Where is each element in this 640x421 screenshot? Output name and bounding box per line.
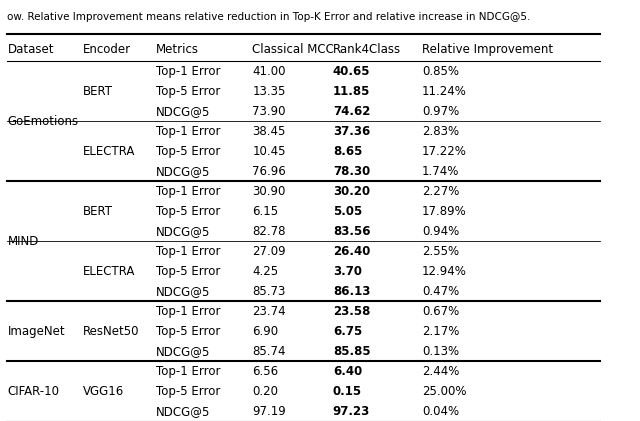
Text: 0.47%: 0.47% — [422, 285, 459, 298]
Text: 1.74%: 1.74% — [422, 165, 459, 178]
Text: Encoder: Encoder — [83, 43, 131, 56]
Text: Classical MCC: Classical MCC — [252, 43, 334, 56]
Text: Top-5 Error: Top-5 Error — [156, 265, 220, 278]
Text: 0.97%: 0.97% — [422, 105, 459, 117]
Text: 2.17%: 2.17% — [422, 325, 459, 338]
Text: Relative Improvement: Relative Improvement — [422, 43, 553, 56]
Text: ELECTRA: ELECTRA — [83, 265, 136, 278]
Text: Top-5 Error: Top-5 Error — [156, 205, 220, 218]
Text: 6.56: 6.56 — [252, 365, 278, 378]
Text: 2.83%: 2.83% — [422, 125, 459, 138]
Text: Top-1 Error: Top-1 Error — [156, 365, 220, 378]
Text: Top-1 Error: Top-1 Error — [156, 245, 220, 258]
Text: ow. Relative Improvement means relative reduction in Top-K Error and relative in: ow. Relative Improvement means relative … — [8, 12, 531, 22]
Text: 6.15: 6.15 — [252, 205, 278, 218]
Text: 83.56: 83.56 — [333, 225, 371, 238]
Text: GoEmotions: GoEmotions — [8, 115, 79, 128]
Text: BERT: BERT — [83, 205, 113, 218]
Text: 11.85: 11.85 — [333, 85, 371, 98]
Text: 23.74: 23.74 — [252, 305, 286, 318]
Text: Top-5 Error: Top-5 Error — [156, 145, 220, 158]
Text: 0.13%: 0.13% — [422, 345, 459, 358]
Text: 6.90: 6.90 — [252, 325, 278, 338]
Text: 76.96: 76.96 — [252, 165, 286, 178]
Text: 5.05: 5.05 — [333, 205, 362, 218]
Text: 17.89%: 17.89% — [422, 205, 467, 218]
Text: NDCG@5: NDCG@5 — [156, 405, 210, 418]
Text: 74.62: 74.62 — [333, 105, 371, 117]
Text: Top-5 Error: Top-5 Error — [156, 325, 220, 338]
Text: MIND: MIND — [8, 235, 39, 248]
Text: 37.36: 37.36 — [333, 125, 370, 138]
Text: 85.85: 85.85 — [333, 345, 371, 358]
Text: 13.35: 13.35 — [252, 85, 286, 98]
Text: 78.30: 78.30 — [333, 165, 370, 178]
Text: Top-1 Error: Top-1 Error — [156, 305, 220, 318]
Text: 0.94%: 0.94% — [422, 225, 459, 238]
Text: 0.04%: 0.04% — [422, 405, 459, 418]
Text: NDCG@5: NDCG@5 — [156, 345, 210, 358]
Text: ELECTRA: ELECTRA — [83, 145, 136, 158]
Text: ImageNet: ImageNet — [8, 325, 65, 338]
Text: 85.74: 85.74 — [252, 345, 286, 358]
Text: NDCG@5: NDCG@5 — [156, 105, 210, 117]
Text: 0.85%: 0.85% — [422, 64, 459, 77]
Text: 2.55%: 2.55% — [422, 245, 459, 258]
Text: 2.27%: 2.27% — [422, 185, 459, 198]
Text: 30.20: 30.20 — [333, 185, 370, 198]
Text: Top-1 Error: Top-1 Error — [156, 64, 220, 77]
Text: 86.13: 86.13 — [333, 285, 371, 298]
Text: 97.23: 97.23 — [333, 405, 370, 418]
Text: Top-5 Error: Top-5 Error — [156, 385, 220, 398]
Text: 17.22%: 17.22% — [422, 145, 467, 158]
Text: 6.75: 6.75 — [333, 325, 362, 338]
Text: 0.15: 0.15 — [333, 385, 362, 398]
Text: 26.40: 26.40 — [333, 245, 371, 258]
Text: Metrics: Metrics — [156, 43, 198, 56]
Text: 10.45: 10.45 — [252, 145, 286, 158]
Text: 25.00%: 25.00% — [422, 385, 467, 398]
Text: 30.90: 30.90 — [252, 185, 286, 198]
Text: 40.65: 40.65 — [333, 64, 371, 77]
Text: Rank4Class: Rank4Class — [333, 43, 401, 56]
Text: 82.78: 82.78 — [252, 225, 286, 238]
Text: NDCG@5: NDCG@5 — [156, 285, 210, 298]
Text: 6.40: 6.40 — [333, 365, 362, 378]
Text: 8.65: 8.65 — [333, 145, 362, 158]
Text: NDCG@5: NDCG@5 — [156, 165, 210, 178]
Text: CIFAR-10: CIFAR-10 — [8, 385, 60, 398]
Text: Top-1 Error: Top-1 Error — [156, 185, 220, 198]
Text: 2.44%: 2.44% — [422, 365, 459, 378]
Text: Top-1 Error: Top-1 Error — [156, 125, 220, 138]
Text: 73.90: 73.90 — [252, 105, 286, 117]
Text: VGG16: VGG16 — [83, 385, 124, 398]
Text: 38.45: 38.45 — [252, 125, 286, 138]
Text: 0.67%: 0.67% — [422, 305, 459, 318]
Text: ResNet50: ResNet50 — [83, 325, 140, 338]
Text: 4.25: 4.25 — [252, 265, 278, 278]
Text: 11.24%: 11.24% — [422, 85, 467, 98]
Text: NDCG@5: NDCG@5 — [156, 225, 210, 238]
Text: 85.73: 85.73 — [252, 285, 286, 298]
Text: 0.20: 0.20 — [252, 385, 278, 398]
Text: 41.00: 41.00 — [252, 64, 286, 77]
Text: 23.58: 23.58 — [333, 305, 371, 318]
Text: Dataset: Dataset — [8, 43, 54, 56]
Text: 12.94%: 12.94% — [422, 265, 467, 278]
Text: 3.70: 3.70 — [333, 265, 362, 278]
Text: 97.19: 97.19 — [252, 405, 286, 418]
Text: BERT: BERT — [83, 85, 113, 98]
Text: Top-5 Error: Top-5 Error — [156, 85, 220, 98]
Text: 27.09: 27.09 — [252, 245, 286, 258]
